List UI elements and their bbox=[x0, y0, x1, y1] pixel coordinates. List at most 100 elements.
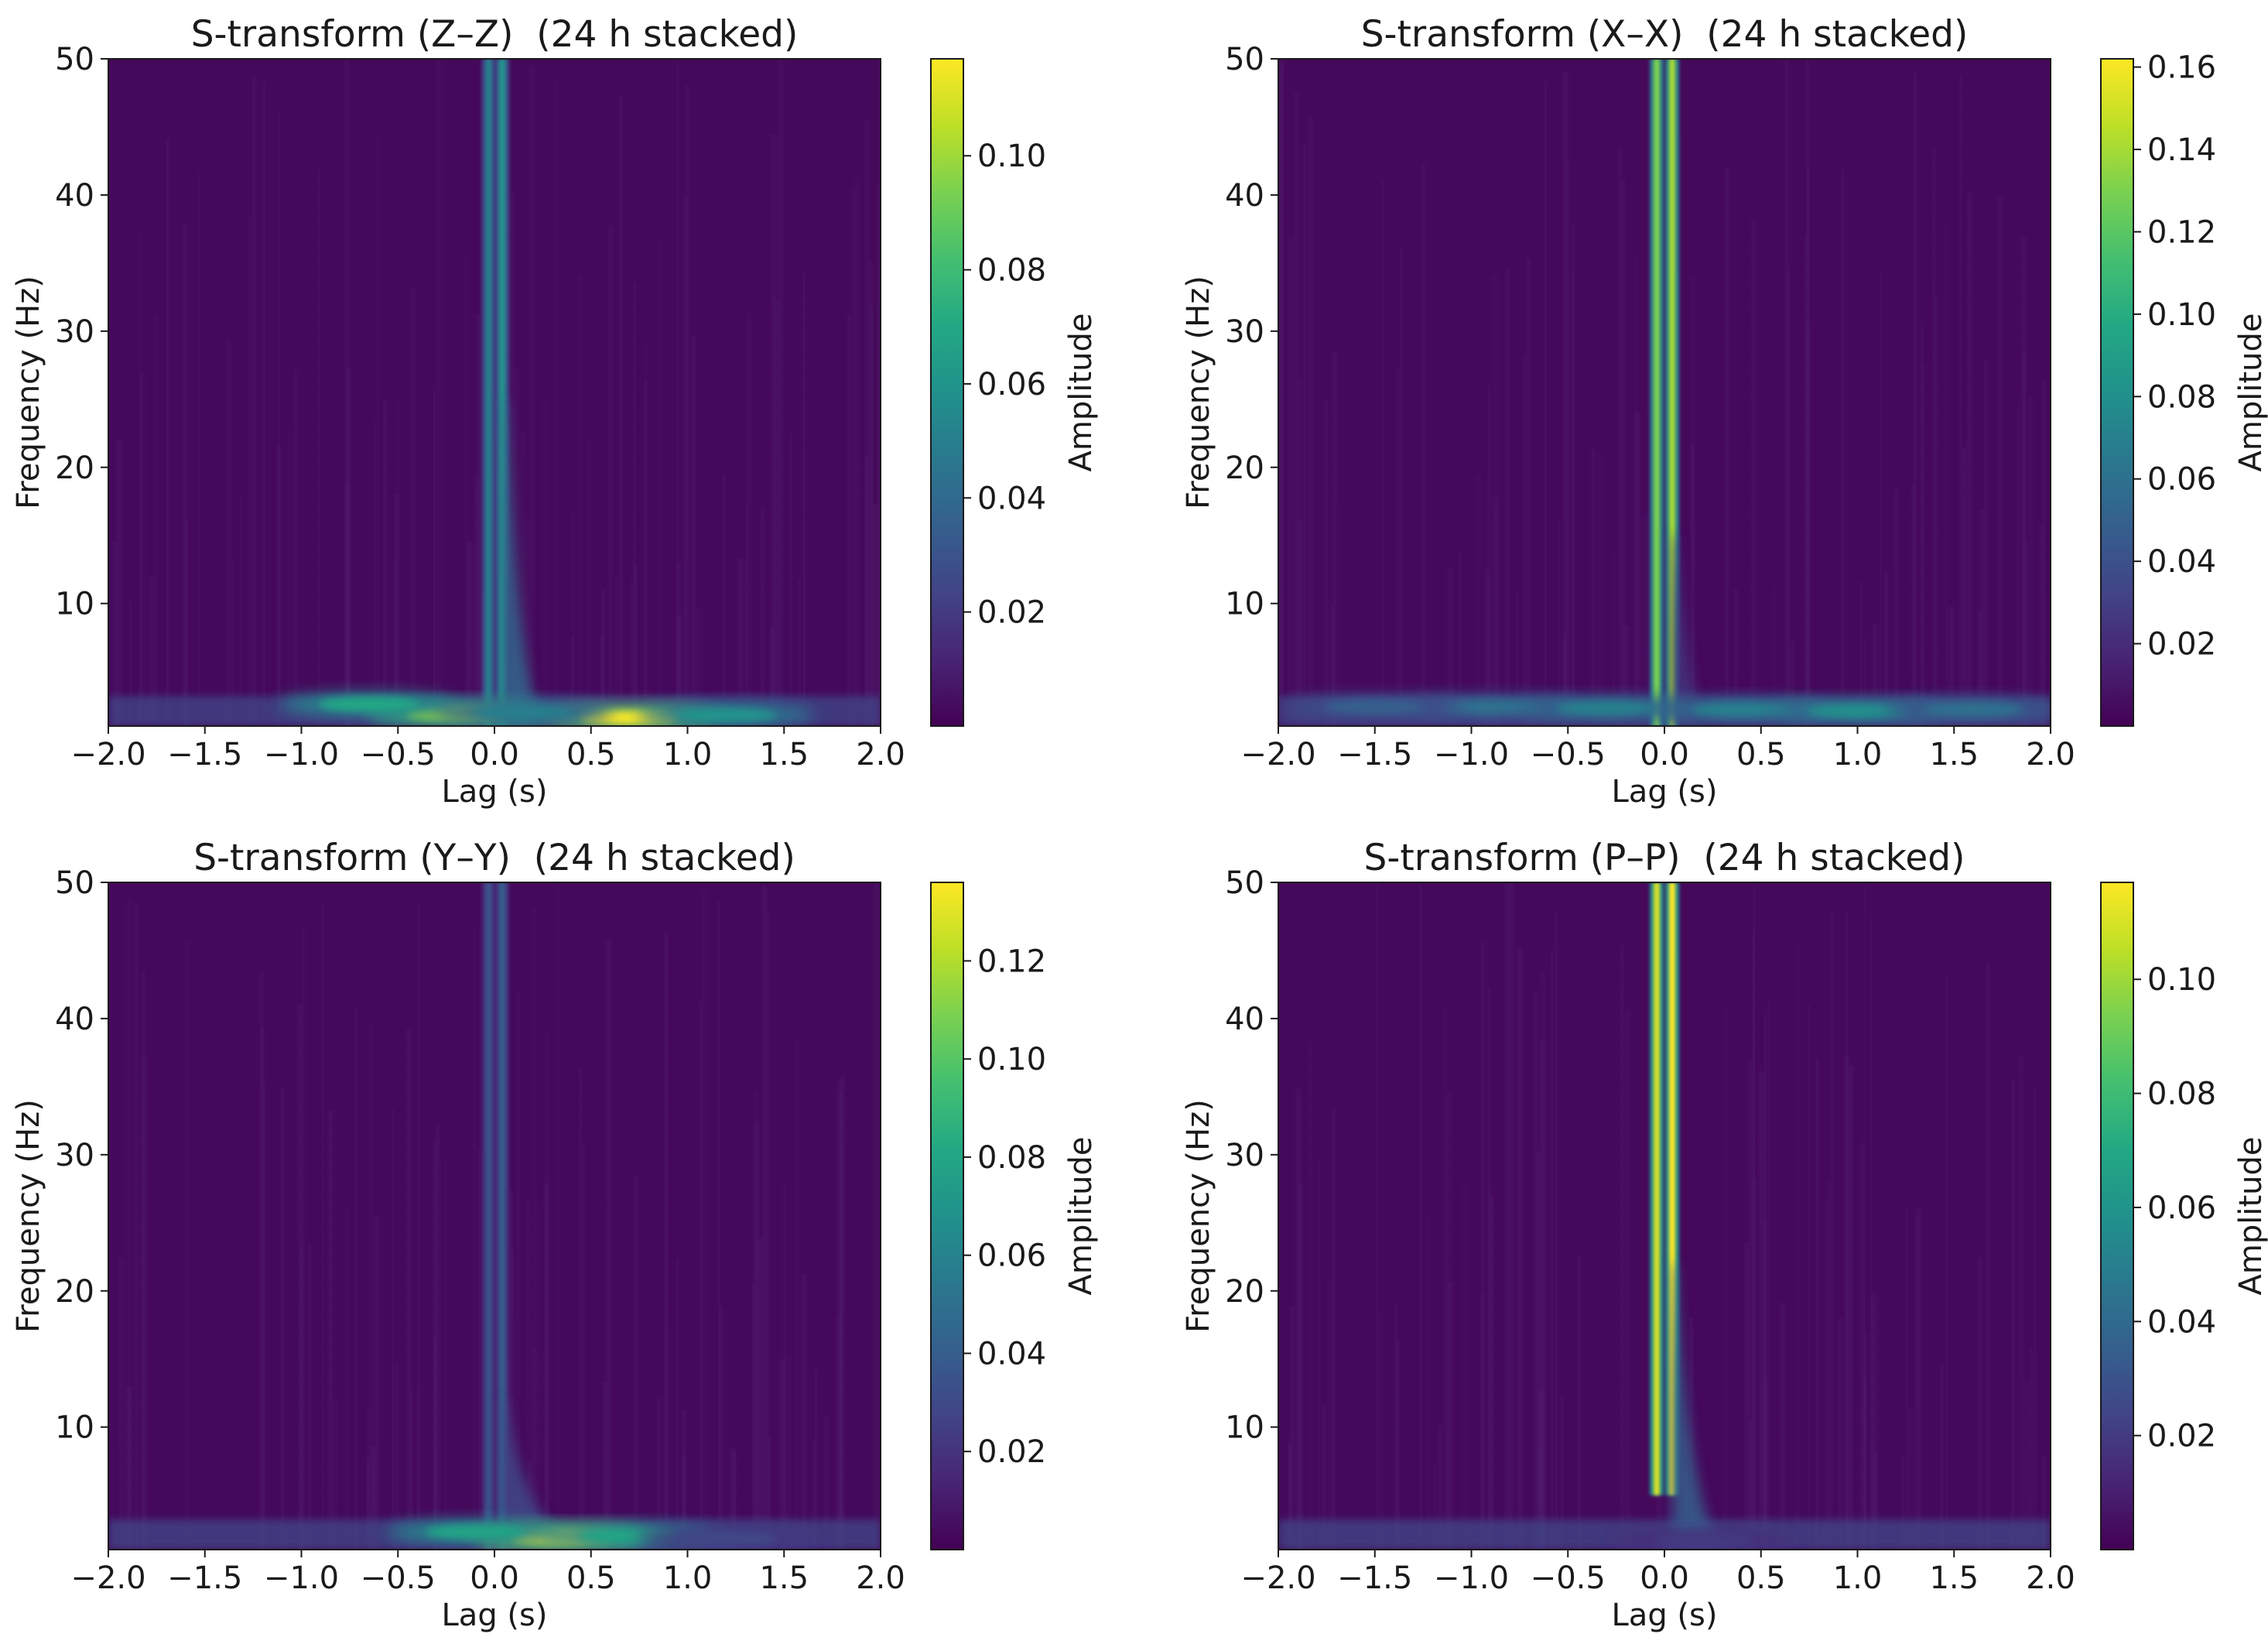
texture-stripe bbox=[689, 335, 699, 726]
texture-stripe bbox=[540, 399, 549, 726]
texture-stripe bbox=[1900, 1457, 1907, 1550]
y-tick-label: 50 bbox=[55, 42, 94, 77]
texture-stripe bbox=[115, 1257, 127, 1550]
energy-blob bbox=[676, 707, 777, 722]
x-tick-label: 0.0 bbox=[1640, 737, 1689, 772]
x-tick-label: −2.0 bbox=[1240, 1560, 1315, 1596]
x-tick-label: 1.5 bbox=[759, 737, 809, 772]
texture-stripe bbox=[1835, 1317, 1846, 1550]
texture-stripe bbox=[793, 1038, 801, 1550]
texture-stripe bbox=[1296, 377, 1305, 726]
texture-stripe bbox=[1321, 1406, 1328, 1550]
texture-stripe bbox=[1426, 1218, 1432, 1550]
x-tick-label: 1.0 bbox=[663, 737, 713, 772]
texture-stripe bbox=[111, 1451, 116, 1550]
y-axis-label: Frequency (Hz) bbox=[11, 1099, 46, 1333]
y-tick-label: 30 bbox=[1225, 314, 1264, 350]
texture-stripe bbox=[845, 313, 853, 726]
texture-stripe bbox=[735, 557, 746, 726]
texture-stripe bbox=[257, 971, 267, 1550]
causal-line bbox=[485, 882, 492, 1550]
texture-stripe bbox=[839, 1076, 847, 1550]
texture-stripe bbox=[298, 1247, 305, 1550]
texture-stripe bbox=[375, 139, 381, 726]
texture-stripe bbox=[1589, 448, 1597, 726]
texture-stripe bbox=[1623, 1009, 1633, 1550]
texture-stripe bbox=[782, 1183, 787, 1550]
texture-stripe bbox=[224, 338, 233, 726]
texture-stripe bbox=[598, 635, 607, 726]
chart-title: S-transform (X–X) (24 h stacked) bbox=[1361, 13, 1969, 56]
texture-stripe bbox=[863, 456, 871, 726]
texture-stripe bbox=[698, 1002, 703, 1550]
x-axis-label: Lag (s) bbox=[442, 774, 548, 810]
y-tick-label: 30 bbox=[55, 314, 94, 350]
x-axis-label: Lag (s) bbox=[1612, 774, 1718, 810]
colorbar: 0.02 0.04 0.06 0.08 0.10 0.12 Amplitude bbox=[930, 882, 1099, 1550]
texture-stripe bbox=[758, 506, 767, 726]
texture-stripe bbox=[1483, 567, 1489, 726]
texture-stripe bbox=[128, 602, 132, 726]
texture-stripe bbox=[510, 1248, 515, 1550]
texture-stripe bbox=[1306, 1038, 1315, 1550]
texture-stripe bbox=[182, 940, 191, 1550]
texture-stripe bbox=[604, 940, 614, 1550]
texture-stripe bbox=[721, 474, 727, 726]
texture-stripe bbox=[132, 903, 141, 1550]
texture-stripe bbox=[1794, 944, 1802, 1550]
texture-stripe bbox=[291, 368, 301, 726]
colorbar-gradient bbox=[2100, 882, 2134, 1550]
texture-stripe bbox=[371, 1215, 381, 1550]
texture-stripe bbox=[381, 399, 388, 726]
texture-stripe bbox=[571, 512, 576, 726]
x-tick-label: −2.0 bbox=[1240, 737, 1315, 772]
texture-stripe bbox=[1326, 1281, 1332, 1550]
texture-stripe bbox=[1813, 1057, 1821, 1550]
texture-stripe bbox=[1958, 75, 1963, 726]
texture-stripe bbox=[286, 426, 291, 726]
tail-decay bbox=[501, 1399, 572, 1550]
colorbar-tick-label: 0.12 bbox=[2147, 214, 2216, 250]
texture-stripe bbox=[631, 282, 638, 726]
energy-blob bbox=[1556, 701, 1657, 716]
texture-stripe bbox=[1538, 1039, 1548, 1550]
colorbar-tick-label: 0.10 bbox=[977, 139, 1046, 174]
texture-stripe bbox=[238, 494, 243, 726]
texture-stripe bbox=[535, 1209, 542, 1550]
y-tick-label: 10 bbox=[55, 587, 94, 622]
texture-stripe bbox=[676, 1259, 680, 1550]
colorbar-gradient bbox=[930, 882, 964, 1550]
y-tick-label: 50 bbox=[55, 865, 94, 901]
texture-stripe bbox=[675, 59, 680, 726]
texture-stripe bbox=[1869, 914, 1874, 1550]
texture-stripe bbox=[682, 85, 692, 726]
texture-stripe bbox=[1594, 454, 1606, 726]
texture-stripe bbox=[2026, 396, 2035, 726]
colorbar-tick-label: 0.06 bbox=[2147, 462, 2216, 498]
chart-panel-4: −2.0 −1.5 −1.0 −0.5 0.0 0.5 1.0 1.5 2.0 10 20 30 40 5… bbox=[1181, 837, 2268, 1633]
x-tick-label: −1.5 bbox=[1337, 737, 1412, 772]
energy-blob bbox=[1807, 704, 1908, 718]
texture-stripe bbox=[1489, 1197, 1496, 1550]
texture-stripe bbox=[809, 1440, 818, 1550]
x-tick-label: −1.0 bbox=[1434, 737, 1509, 772]
x-tick-label: −1.5 bbox=[167, 1560, 242, 1596]
energy-blob bbox=[676, 1531, 777, 1546]
texture-stripe bbox=[875, 184, 881, 726]
texture-stripe bbox=[317, 168, 322, 726]
texture-stripe bbox=[1503, 269, 1511, 726]
texture-stripe bbox=[326, 1110, 335, 1550]
texture-stripe bbox=[1722, 1007, 1730, 1550]
texture-stripe bbox=[372, 420, 377, 726]
texture-stripe bbox=[366, 1406, 370, 1550]
texture-stripe bbox=[321, 903, 325, 1550]
texture-stripe bbox=[530, 907, 539, 1550]
texture-stripe bbox=[1288, 1306, 1296, 1550]
texture-stripe bbox=[1442, 1007, 1449, 1550]
texture-stripe bbox=[1473, 474, 1483, 726]
texture-stripe bbox=[871, 882, 881, 1550]
texture-stripe bbox=[556, 882, 560, 1550]
y-tick-label: 20 bbox=[55, 1274, 94, 1310]
colorbar-tick-label: 0.06 bbox=[977, 367, 1046, 402]
texture-stripe bbox=[1904, 1408, 1915, 1550]
